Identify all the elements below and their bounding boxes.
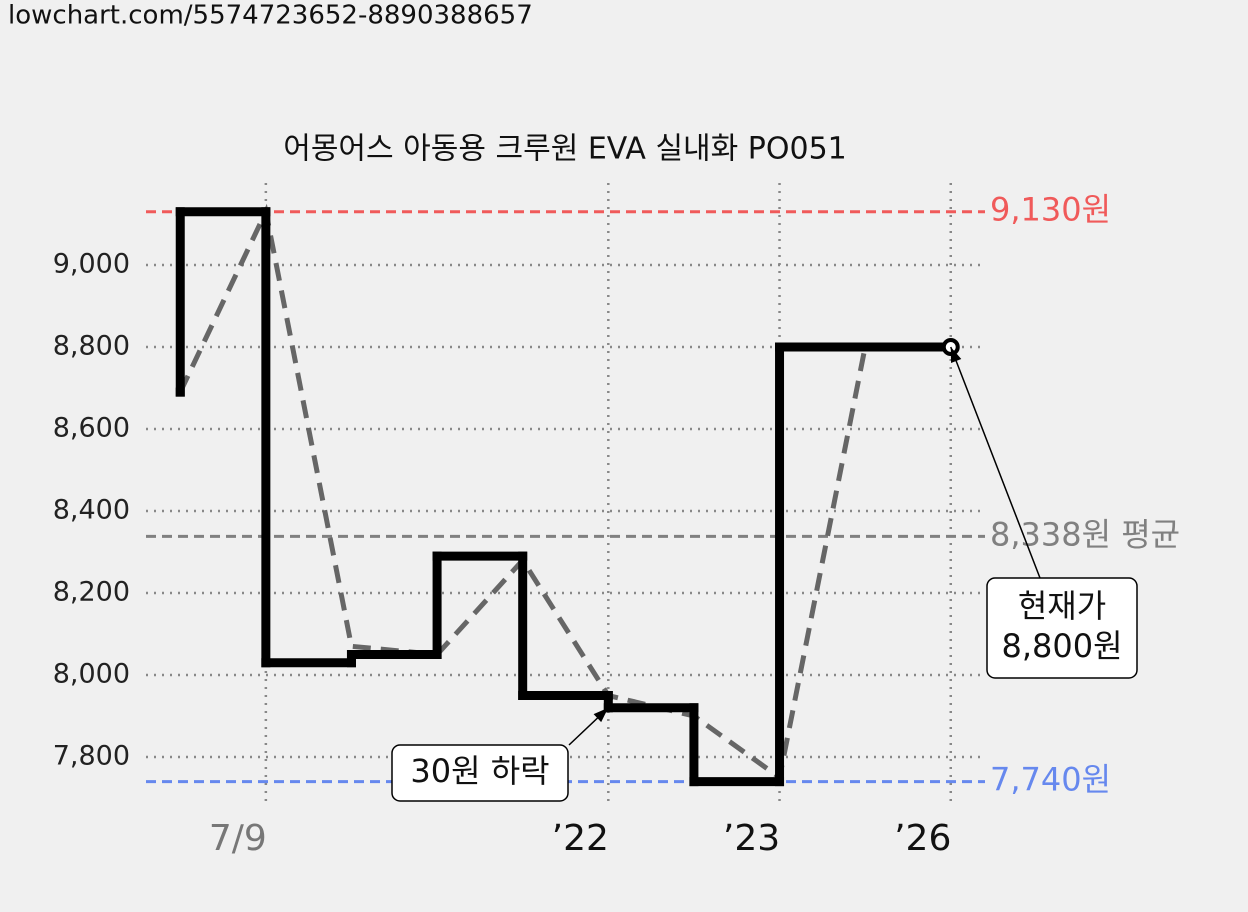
x-tick-label: 7/9 <box>209 818 267 859</box>
arrow-head <box>950 347 962 363</box>
reference-label: 7,740원 <box>990 761 1111 799</box>
annotation-text: 현재가 <box>1018 587 1106 625</box>
y-tick-label: 8,000 <box>53 659 130 690</box>
annotation-text: 8,800원 <box>1001 627 1122 665</box>
y-tick-label: 9,000 <box>53 249 130 280</box>
trend-line <box>177 203 951 782</box>
arrow-head <box>593 707 609 723</box>
x-tick-label: ’22 <box>552 818 609 859</box>
annotation-box <box>986 577 1138 679</box>
reference-label: 8,338원 평균 <box>990 515 1180 553</box>
y-tick-label: 8,800 <box>53 331 130 362</box>
chart-title: 어몽어스 아동용 크루원 EVA 실내화 PO051 <box>283 132 847 167</box>
annotation-text: 30원 하락 <box>410 752 549 790</box>
x-tick-label: ’23 <box>723 818 780 859</box>
y-tick-label: 8,600 <box>53 413 130 444</box>
annotation-box <box>391 744 569 802</box>
reference-label: 9,130원 <box>990 191 1111 229</box>
y-tick-label: 8,400 <box>53 495 130 526</box>
url: lowchart.com/5574723652-8890388657 <box>8 1 533 31</box>
y-tick-label: 8,200 <box>53 577 130 608</box>
annotation-arrow <box>950 346 1041 579</box>
x-tick-label: ’26 <box>894 818 951 859</box>
y-tick-label: 7,800 <box>53 741 130 772</box>
